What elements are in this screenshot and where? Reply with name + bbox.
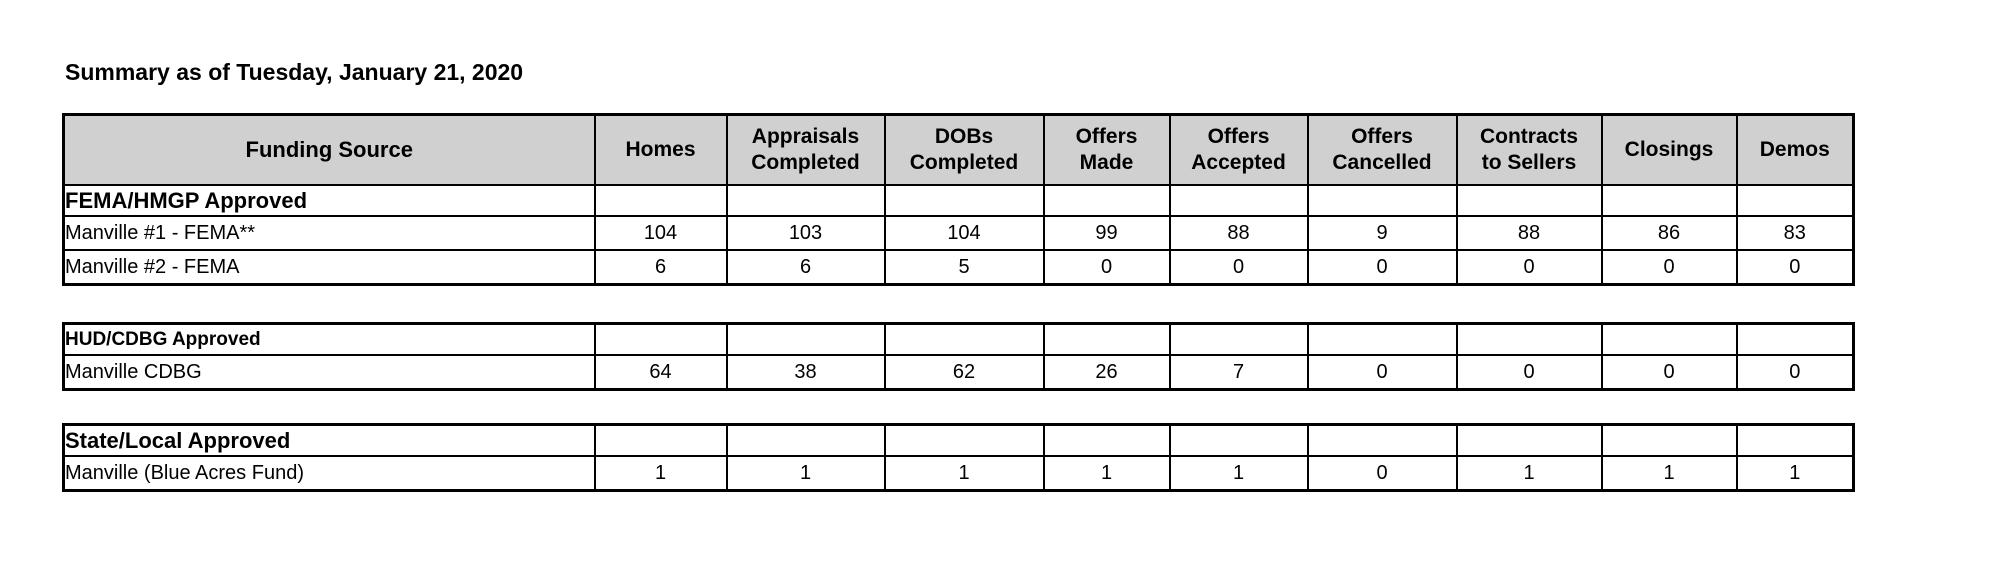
funding-source-cell: Manville (Blue Acres Fund)	[62, 455, 596, 492]
column-header-demos: Demos	[1735, 113, 1855, 186]
empty-cell	[1168, 423, 1309, 457]
empty-cell	[883, 322, 1045, 356]
value-cell-dobs-completed: 62	[883, 354, 1045, 391]
column-header-contracts-to-sellers: Contracts to Sellers	[1455, 113, 1603, 186]
section-header-row: State/Local Approved	[62, 423, 1855, 457]
value-cell-appraisals-completed: 103	[725, 215, 886, 251]
empty-cell	[1455, 184, 1603, 217]
value-cell-homes: 6	[593, 249, 728, 286]
value-cell-homes: 1	[593, 455, 728, 492]
value-cell-offers-accepted: 7	[1168, 354, 1309, 391]
column-header-offers-made: Offers Made	[1042, 113, 1171, 186]
column-header-offers-accepted: Offers Accepted	[1168, 113, 1309, 186]
value-cell-offers-cancelled: 0	[1306, 455, 1458, 492]
summary-table-block-2: State/Local Approved Manville (Blue Acres…	[62, 423, 1855, 492]
funding-source-cell: Manville #2 - FEMA	[62, 249, 596, 286]
value-cell-closings: 0	[1600, 354, 1738, 391]
empty-cell	[1600, 423, 1738, 457]
table-row: Manville #2 - FEMA 6 6 5 0 0 0 0 0 0	[62, 249, 1855, 286]
empty-cell	[1306, 184, 1458, 217]
section-header-label: HUD/CDBG Approved	[62, 322, 596, 356]
summary-table-block-0: Funding Source Homes Appraisals Completed D…	[62, 113, 1855, 286]
value-cell-offers-accepted: 1	[1168, 455, 1309, 492]
empty-cell	[1042, 322, 1171, 356]
empty-cell	[593, 322, 728, 356]
empty-cell	[1168, 322, 1309, 356]
table-row: Manville #1 - FEMA** 104 103 104 99 88 9 88 86 83	[62, 215, 1855, 251]
column-header-row: Funding Source Homes Appraisals Completed D…	[62, 113, 1855, 186]
value-cell-dobs-completed: 104	[883, 215, 1045, 251]
empty-cell	[883, 184, 1045, 217]
value-cell-contracts-to-sellers: 88	[1455, 215, 1603, 251]
empty-cell	[1306, 423, 1458, 457]
empty-cell	[593, 423, 728, 457]
empty-cell	[1042, 423, 1171, 457]
empty-cell	[1168, 184, 1309, 217]
section-header-row: HUD/CDBG Approved	[62, 322, 1855, 356]
summary-tables: Funding Source Homes Appraisals Completed D…	[62, 113, 1855, 492]
value-cell-offers-cancelled: 0	[1306, 354, 1458, 391]
value-cell-offers-cancelled: 0	[1306, 249, 1458, 286]
page-title: Summary as of Tuesday, January 21, 2020	[65, 59, 524, 85]
empty-cell	[593, 184, 728, 217]
empty-cell	[1600, 322, 1738, 356]
value-cell-contracts-to-sellers: 0	[1455, 354, 1603, 391]
summary-table-block-1: HUD/CDBG Approved Manville CDBG 64 38 62 26 7 0…	[62, 322, 1855, 391]
funding-source-cell: Manville CDBG	[62, 354, 596, 391]
value-cell-closings: 1	[1600, 455, 1738, 492]
empty-cell	[1600, 184, 1738, 217]
value-cell-offers-made: 26	[1042, 354, 1171, 391]
section-header-label: State/Local Approved	[62, 423, 596, 457]
empty-cell	[1735, 423, 1855, 457]
value-cell-contracts-to-sellers: 1	[1455, 455, 1603, 492]
empty-cell	[725, 184, 886, 217]
empty-cell	[883, 423, 1045, 457]
value-cell-offers-made: 1	[1042, 455, 1171, 492]
section-header-label: FEMA/HMGP Approved	[62, 184, 596, 217]
value-cell-demos: 1	[1735, 455, 1855, 492]
value-cell-demos: 0	[1735, 249, 1855, 286]
empty-cell	[1455, 423, 1603, 457]
empty-cell	[1306, 322, 1458, 356]
value-cell-demos: 83	[1735, 215, 1855, 251]
empty-cell	[1735, 184, 1855, 217]
value-cell-appraisals-completed: 6	[725, 249, 886, 286]
empty-cell	[725, 423, 886, 457]
empty-cell	[1455, 322, 1603, 356]
section-header-row: FEMA/HMGP Approved	[62, 184, 1855, 217]
value-cell-offers-made: 99	[1042, 215, 1171, 251]
column-header-dobs-completed: DOBs Completed	[883, 113, 1045, 186]
column-header-homes: Homes	[593, 113, 728, 186]
value-cell-offers-accepted: 88	[1168, 215, 1309, 251]
value-cell-offers-made: 0	[1042, 249, 1171, 286]
value-cell-offers-cancelled: 9	[1306, 215, 1458, 251]
value-cell-dobs-completed: 5	[883, 249, 1045, 286]
value-cell-homes: 64	[593, 354, 728, 391]
value-cell-closings: 86	[1600, 215, 1738, 251]
column-header-funding-source: Funding Source	[62, 113, 596, 186]
empty-cell	[1735, 322, 1855, 356]
value-cell-appraisals-completed: 1	[725, 455, 886, 492]
table-row: Manville CDBG 64 38 62 26 7 0 0 0 0	[62, 354, 1855, 391]
value-cell-homes: 104	[593, 215, 728, 251]
empty-cell	[1042, 184, 1171, 217]
table-row: Manville (Blue Acres Fund) 1 1 1 1 1 0 1 1 1	[62, 455, 1855, 492]
value-cell-appraisals-completed: 38	[725, 354, 886, 391]
value-cell-closings: 0	[1600, 249, 1738, 286]
value-cell-dobs-completed: 1	[883, 455, 1045, 492]
funding-source-cell: Manville #1 - FEMA**	[62, 215, 596, 251]
column-header-offers-cancelled: Offers Cancelled	[1306, 113, 1458, 186]
value-cell-demos: 0	[1735, 354, 1855, 391]
value-cell-contracts-to-sellers: 0	[1455, 249, 1603, 286]
column-header-appraisals-completed: Appraisals Completed	[725, 113, 886, 186]
column-header-closings: Closings	[1600, 113, 1738, 186]
value-cell-offers-accepted: 0	[1168, 249, 1309, 286]
empty-cell	[725, 322, 886, 356]
